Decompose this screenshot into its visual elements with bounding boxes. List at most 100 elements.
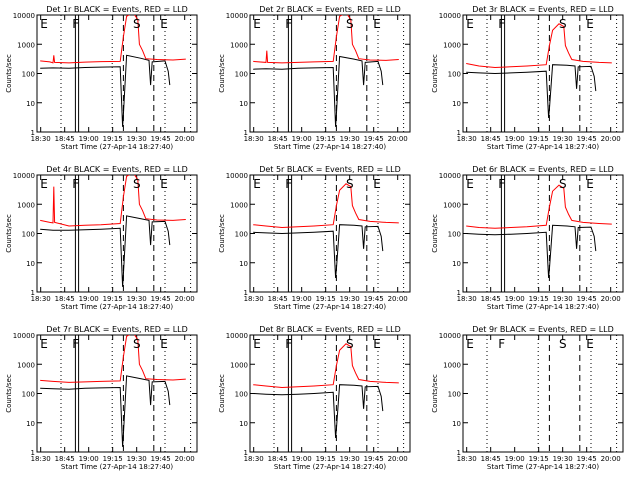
x-tick-label: 18:45 (481, 455, 501, 463)
mode-marker: E (40, 177, 48, 191)
x-tick-label: 18:30 (457, 135, 477, 143)
mode-marker: E (160, 177, 168, 191)
y-tick-label: 10000 (439, 12, 461, 20)
x-axis-label: Start Time (27-Apr-14 18:27:40) (487, 143, 599, 151)
y-axis-label: Counts/sec (218, 54, 226, 93)
y-tick-label: 10 (239, 100, 248, 108)
series-line (253, 55, 384, 127)
x-tick-label: 19:00 (292, 455, 312, 463)
series-line (253, 15, 399, 64)
x-axis-label: Start Time (27-Apr-14 18:27:40) (274, 303, 386, 311)
x-tick-label: 19:15 (103, 295, 123, 303)
mode-marker: E (253, 337, 261, 351)
x-tick-label: 18:45 (55, 295, 75, 303)
x-tick-label: 18:30 (244, 455, 264, 463)
series-line (466, 184, 612, 229)
x-tick-label: 18:30 (457, 455, 477, 463)
x-tick-label: 20:00 (388, 135, 408, 143)
x-tick-label: 19:30 (553, 455, 573, 463)
y-tick-label: 100 (22, 231, 35, 239)
y-tick-label: 10000 (226, 172, 248, 180)
y-tick-label: 1 (244, 129, 248, 137)
y-tick-label: 10000 (439, 172, 461, 180)
series-line (253, 343, 399, 389)
y-tick-label: 1000 (443, 41, 461, 49)
x-tick-label: 19:00 (79, 455, 99, 463)
x-axis-label: Start Time (27-Apr-14 18:27:40) (61, 143, 173, 151)
x-tick-label: 18:45 (268, 295, 288, 303)
x-tick-label: 20:00 (388, 295, 408, 303)
mode-marker: E (253, 17, 261, 31)
detector-panel: Det 9r BLACK = Events, RED = LLD 18:30 18:… (431, 325, 624, 471)
x-tick-label: 19:45 (364, 455, 384, 463)
x-tick-label: 18:30 (31, 295, 51, 303)
y-tick-label: 10000 (439, 332, 461, 340)
x-tick-label: 19:30 (553, 135, 573, 143)
y-tick-label: 1 (244, 449, 248, 457)
y-tick-label: 1000 (443, 201, 461, 209)
plot-area (40, 15, 192, 132)
detector-panel: Det 3r BLACK = Events, RED = LLD 18:30 18:… (431, 5, 624, 151)
series-line (253, 224, 384, 279)
y-axis-label: Counts/sec (218, 374, 226, 413)
y-tick-label: 10 (452, 420, 461, 428)
x-tick-label: 19:15 (103, 455, 123, 463)
y-tick-label: 1 (244, 289, 248, 297)
mode-marker: E (373, 337, 381, 351)
x-tick-label: 19:15 (316, 135, 336, 143)
series-line (466, 23, 612, 69)
y-tick-label: 10000 (13, 12, 35, 20)
plot-area (253, 15, 405, 132)
mode-marker: F (285, 177, 292, 191)
y-tick-label: 100 (448, 391, 461, 399)
x-tick-label: 18:45 (55, 455, 75, 463)
series-line (40, 215, 171, 287)
detector-panel: Det 8r BLACK = Events, RED = LLD 18:30 18:… (218, 325, 411, 471)
mode-marker: F (285, 337, 292, 351)
plot-frame (462, 174, 624, 293)
mode-marker: S (133, 177, 141, 191)
x-tick-label: 19:00 (505, 135, 525, 143)
x-tick-label: 19:15 (316, 295, 336, 303)
series-line (466, 64, 597, 119)
panel-title: Det 8r BLACK = Events, RED = LLD (259, 325, 401, 334)
x-tick-label: 19:00 (292, 135, 312, 143)
panel-title: Det 5r BLACK = Events, RED = LLD (259, 165, 401, 174)
mode-marker: E (40, 17, 48, 31)
series-line (40, 375, 171, 447)
plot-frame (36, 14, 198, 133)
x-tick-label: 19:15 (529, 295, 549, 303)
x-tick-label: 18:45 (268, 455, 288, 463)
x-tick-label: 19:15 (529, 455, 549, 463)
x-tick-label: 19:00 (505, 455, 525, 463)
plot-area (486, 335, 618, 452)
panel-title: Det 4r BLACK = Events, RED = LLD (46, 165, 188, 174)
mode-marker: E (253, 177, 261, 191)
mode-marker: E (160, 17, 168, 31)
panel-title: Det 6r BLACK = Events, RED = LLD (472, 165, 614, 174)
x-tick-label: 19:00 (79, 135, 99, 143)
x-tick-label: 19:30 (127, 295, 147, 303)
x-tick-label: 19:15 (529, 135, 549, 143)
x-tick-label: 20:00 (388, 455, 408, 463)
x-tick-label: 19:45 (577, 135, 597, 143)
x-tick-label: 19:45 (364, 295, 384, 303)
y-axis-label: Counts/sec (431, 54, 439, 93)
series-line (253, 384, 384, 439)
y-tick-label: 10000 (13, 332, 35, 340)
series-line (40, 54, 171, 127)
x-tick-label: 18:45 (55, 135, 75, 143)
panel-title: Det 1r BLACK = Events, RED = LLD (46, 5, 188, 14)
x-tick-label: 20:00 (175, 135, 195, 143)
x-tick-label: 18:30 (31, 455, 51, 463)
x-tick-label: 19:30 (553, 295, 573, 303)
y-tick-label: 10 (452, 260, 461, 268)
x-tick-label: 18:45 (268, 135, 288, 143)
x-tick-label: 19:00 (505, 295, 525, 303)
mode-marker: S (346, 17, 354, 31)
mode-marker: E (160, 337, 168, 351)
mode-marker: F (498, 337, 505, 351)
y-tick-label: 1 (31, 129, 35, 137)
y-tick-label: 100 (22, 391, 35, 399)
y-tick-label: 100 (235, 231, 248, 239)
